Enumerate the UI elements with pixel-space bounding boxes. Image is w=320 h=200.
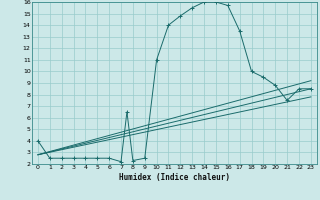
X-axis label: Humidex (Indice chaleur): Humidex (Indice chaleur): [119, 173, 230, 182]
